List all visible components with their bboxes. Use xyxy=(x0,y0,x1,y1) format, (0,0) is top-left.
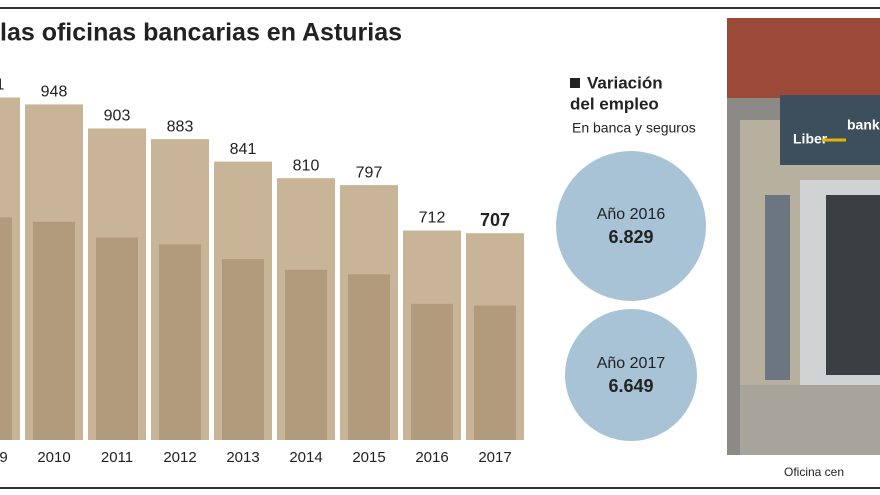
photo: Liber bank xyxy=(727,18,880,455)
pavement xyxy=(740,385,880,455)
bar-shade xyxy=(411,303,453,440)
bar-shade xyxy=(348,274,390,440)
bar-shade xyxy=(285,269,327,440)
column xyxy=(765,195,790,380)
bar xyxy=(0,97,20,440)
employment-label: Año 2017 xyxy=(597,355,666,372)
value-label: 903 xyxy=(104,108,131,125)
door-glass xyxy=(826,195,880,375)
x-tick-label: 2009 xyxy=(0,449,8,466)
bar-shade xyxy=(0,217,12,440)
value-label: 841 xyxy=(230,141,257,158)
x-tick-label: 2016 xyxy=(415,449,448,466)
employment-value: 6.649 xyxy=(608,376,653,396)
value-label: 712 xyxy=(419,210,446,227)
bar-shade xyxy=(159,244,201,440)
value-label: 810 xyxy=(293,157,320,174)
x-tick-label: 2010 xyxy=(37,449,70,466)
x-tick-label: 2017 xyxy=(478,449,511,466)
bar xyxy=(277,178,335,440)
bar-shade xyxy=(33,221,75,440)
x-tick-label: 2012 xyxy=(163,449,196,466)
bar-shade xyxy=(96,237,138,440)
value-label: 948 xyxy=(41,84,68,101)
value-label: 797 xyxy=(356,164,383,181)
bar xyxy=(466,233,524,440)
bar xyxy=(25,104,83,440)
legend-square xyxy=(570,78,580,88)
sign-text: bank xyxy=(847,117,880,133)
sign-board xyxy=(780,95,880,165)
chart-title: las oficinas bancarias en Asturias xyxy=(0,19,402,47)
bar xyxy=(151,139,209,440)
bar xyxy=(214,161,272,440)
employment-value: 6.829 xyxy=(608,227,653,247)
bar-shade xyxy=(474,305,516,440)
x-tick-label: 2013 xyxy=(226,449,259,466)
photo-caption: Oficina cen xyxy=(784,465,844,479)
panel-subtitle: En banca y seguros xyxy=(572,120,696,136)
bar xyxy=(340,185,398,440)
brick xyxy=(727,18,880,98)
x-tick-label: 2014 xyxy=(289,449,322,466)
value-label: 883 xyxy=(167,118,194,135)
employment-circle xyxy=(565,309,697,441)
x-tick-label: 2011 xyxy=(101,449,133,466)
value-label: 961 xyxy=(0,77,4,94)
bar-shade xyxy=(222,259,264,440)
bar xyxy=(403,230,461,440)
employment-label: Año 2016 xyxy=(597,206,666,223)
panel-title: Variación xyxy=(587,73,663,92)
x-tick-label: 2015 xyxy=(352,449,385,466)
sign-text: Liber xyxy=(793,131,828,147)
panel-title: del empleo xyxy=(570,94,659,113)
bar xyxy=(88,128,146,440)
employment-circle xyxy=(556,151,706,301)
value-label: 707 xyxy=(480,210,510,230)
